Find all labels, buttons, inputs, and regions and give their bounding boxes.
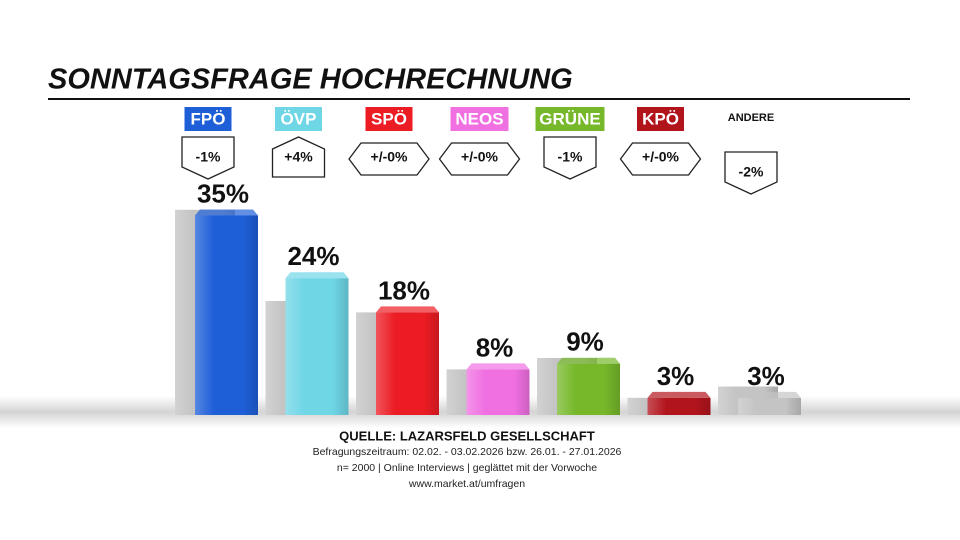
change-badge	[181, 136, 235, 180]
change-label: +/-0%	[642, 149, 680, 165]
bar-shade	[647, 397, 711, 415]
party-box	[535, 107, 605, 131]
party-label: SPÖ	[371, 109, 407, 128]
party-label: ÖVP	[281, 109, 317, 128]
bar-shade	[285, 278, 349, 415]
change-label: -2%	[739, 164, 764, 180]
bar-top	[557, 357, 620, 364]
change-badge	[724, 151, 778, 195]
party-box	[365, 107, 413, 131]
bar-shade	[195, 215, 258, 415]
change-label: -1%	[558, 149, 583, 165]
party-box	[184, 107, 232, 131]
bar-top	[738, 391, 801, 398]
change-badge	[438, 142, 521, 176]
change-label: +/-0%	[371, 149, 409, 165]
bar-top	[466, 363, 530, 370]
bar-top	[195, 209, 258, 216]
value-label: 18%	[378, 275, 430, 305]
change-badge	[271, 136, 326, 178]
source: QUELLE: LAZARSFELD GESELLSCHAFT	[339, 428, 595, 443]
party-label: FPÖ	[191, 109, 226, 128]
bar-shade	[557, 363, 620, 415]
bar-top	[647, 391, 711, 398]
bar-shade	[466, 369, 530, 415]
party-box	[450, 107, 509, 131]
party-box	[637, 107, 684, 131]
value-label: 35%	[197, 178, 249, 208]
bar-top	[376, 306, 439, 313]
change-badge	[543, 136, 597, 180]
bar-shade	[738, 397, 801, 415]
note: www.market.at/umfragen	[408, 478, 525, 490]
change-badge	[619, 142, 702, 176]
party-label: KPÖ	[642, 109, 679, 128]
party-label: GRÜNE	[539, 109, 600, 128]
value-label: 3%	[657, 361, 695, 391]
value-label: 9%	[566, 327, 604, 357]
bar-shade	[376, 312, 439, 415]
value-label: 24%	[287, 241, 339, 271]
party-label: NEOS	[455, 109, 503, 128]
party-label: ANDERE	[728, 112, 774, 124]
value-label: 8%	[476, 332, 514, 362]
note: n= 2000 | Online Interviews | geglättet …	[337, 462, 597, 474]
bar-top	[285, 272, 349, 279]
note: Befragungszeitraum: 02.02. - 03.02.2026 …	[313, 446, 622, 458]
party-box	[275, 107, 322, 131]
change-label: +/-0%	[461, 149, 499, 165]
change-badge	[348, 142, 430, 176]
chart-title: SONNTAGSFRAGE HOCHRECHNUNG	[48, 64, 573, 96]
change-label: +4%	[284, 149, 313, 165]
change-label: -1%	[196, 149, 221, 165]
value-label: 3%	[747, 361, 785, 391]
